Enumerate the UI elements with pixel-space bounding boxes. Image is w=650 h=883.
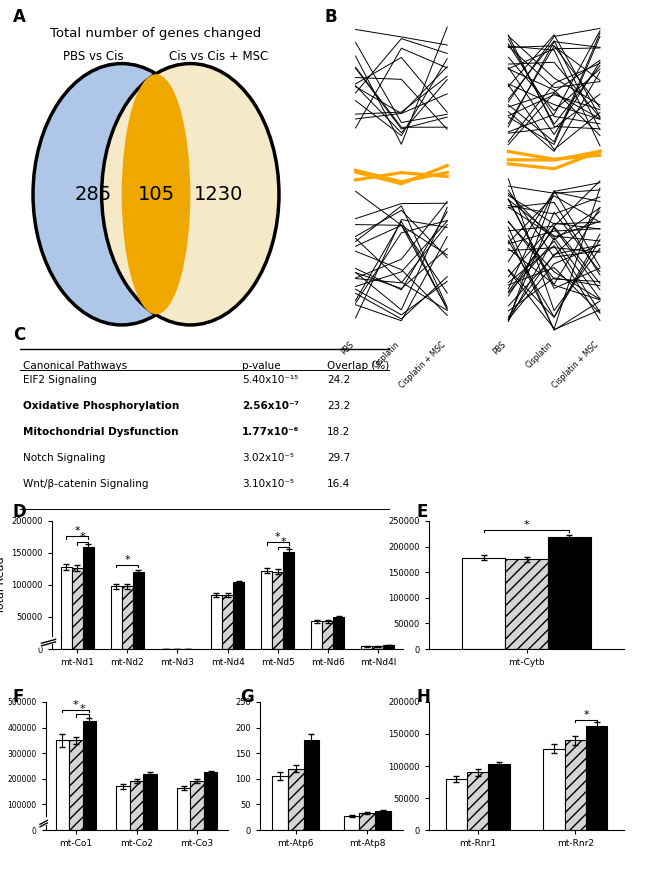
Text: 3.10x10⁻⁵: 3.10x10⁻⁵: [242, 479, 294, 488]
Bar: [548, 538, 591, 649]
Text: Cisplatin + MSC: Cisplatin + MSC: [397, 340, 447, 390]
Bar: [133, 572, 144, 649]
Bar: [233, 583, 244, 649]
Bar: [375, 811, 391, 830]
Text: D: D: [13, 502, 27, 521]
Bar: [130, 781, 143, 830]
Ellipse shape: [122, 74, 190, 314]
Text: *: *: [275, 532, 280, 542]
Text: 23.2: 23.2: [327, 401, 350, 411]
Bar: [311, 622, 322, 649]
Text: 16.4: 16.4: [327, 479, 350, 488]
Bar: [69, 740, 83, 830]
Bar: [211, 594, 222, 649]
Bar: [333, 617, 344, 649]
Text: A: A: [13, 8, 26, 26]
Bar: [489, 764, 510, 830]
Text: Notch Signaling: Notch Signaling: [23, 453, 105, 463]
Text: Canonical Pathways: Canonical Pathways: [23, 361, 127, 371]
Ellipse shape: [33, 64, 211, 325]
Text: *: *: [583, 710, 589, 720]
Text: E: E: [416, 502, 428, 521]
Text: PBS: PBS: [339, 340, 356, 357]
Text: 24.2: 24.2: [327, 374, 350, 385]
Text: EIF2 Signaling: EIF2 Signaling: [23, 374, 97, 385]
Text: 29.7: 29.7: [327, 453, 350, 463]
Bar: [190, 781, 204, 830]
Bar: [372, 646, 384, 649]
Bar: [72, 568, 83, 649]
Text: *: *: [80, 532, 85, 542]
Bar: [143, 774, 157, 830]
Bar: [272, 776, 288, 830]
Text: Cisplatin: Cisplatin: [371, 340, 402, 370]
Text: Cis vs Cis + MSC: Cis vs Cis + MSC: [169, 50, 268, 63]
Bar: [462, 558, 505, 649]
Text: G: G: [240, 688, 254, 706]
Text: 1230: 1230: [194, 185, 244, 204]
Text: 285: 285: [75, 185, 112, 204]
Text: *: *: [80, 704, 85, 714]
Bar: [288, 768, 304, 830]
Text: *: *: [74, 526, 80, 536]
Bar: [304, 740, 319, 830]
Text: B: B: [325, 8, 337, 26]
Bar: [83, 547, 94, 649]
Bar: [384, 645, 395, 649]
Bar: [344, 816, 359, 830]
Text: 5.40x10⁻¹⁵: 5.40x10⁻¹⁵: [242, 374, 298, 385]
Text: *: *: [73, 699, 79, 710]
Text: Cisplatin + MSC: Cisplatin + MSC: [550, 340, 600, 390]
Bar: [359, 813, 375, 830]
Text: PBS vs Cis: PBS vs Cis: [63, 50, 124, 63]
Bar: [56, 740, 69, 830]
Bar: [272, 571, 283, 649]
Text: 2.56x10⁻⁷: 2.56x10⁻⁷: [242, 401, 299, 411]
Bar: [467, 773, 489, 830]
Text: *: *: [524, 520, 529, 530]
Text: p-value: p-value: [242, 361, 280, 371]
Text: Mitochondrial Dysfunction: Mitochondrial Dysfunction: [23, 426, 179, 436]
Bar: [111, 586, 122, 649]
Text: PBS: PBS: [492, 340, 508, 357]
Text: *: *: [280, 537, 286, 547]
Text: Oxidative Phosphorylation: Oxidative Phosphorylation: [23, 401, 179, 411]
Text: 1.77x10⁻⁶: 1.77x10⁻⁶: [242, 426, 299, 436]
Bar: [222, 594, 233, 649]
Bar: [83, 721, 96, 830]
Text: Cisplatin: Cisplatin: [524, 340, 554, 370]
Bar: [564, 740, 586, 830]
Text: 105: 105: [137, 185, 175, 204]
Text: 3.02x10⁻⁵: 3.02x10⁻⁵: [242, 453, 294, 463]
Bar: [116, 787, 130, 830]
Text: *: *: [124, 555, 130, 564]
Bar: [446, 779, 467, 830]
Bar: [361, 646, 372, 649]
Bar: [60, 567, 72, 649]
Bar: [204, 773, 217, 830]
Ellipse shape: [101, 64, 279, 325]
Bar: [261, 571, 272, 649]
Bar: [283, 552, 294, 649]
Text: F: F: [13, 688, 25, 706]
Bar: [322, 622, 333, 649]
Legend: PBS, Cisplatin, Cisplatin + MSC: PBS, Cisplatin, Cisplatin + MSC: [460, 523, 557, 564]
Text: C: C: [13, 326, 25, 344]
Y-axis label: Total Read: Total Read: [0, 556, 6, 614]
Bar: [586, 727, 608, 830]
Bar: [505, 560, 548, 649]
Bar: [177, 788, 190, 830]
Bar: [543, 749, 565, 830]
Text: Wnt/β-catenin Signaling: Wnt/β-catenin Signaling: [23, 479, 149, 488]
Text: 18.2: 18.2: [327, 426, 350, 436]
Text: Overlap (%): Overlap (%): [327, 361, 389, 371]
Text: H: H: [416, 688, 430, 706]
Text: Total number of genes changed: Total number of genes changed: [51, 27, 261, 40]
Bar: [122, 586, 133, 649]
